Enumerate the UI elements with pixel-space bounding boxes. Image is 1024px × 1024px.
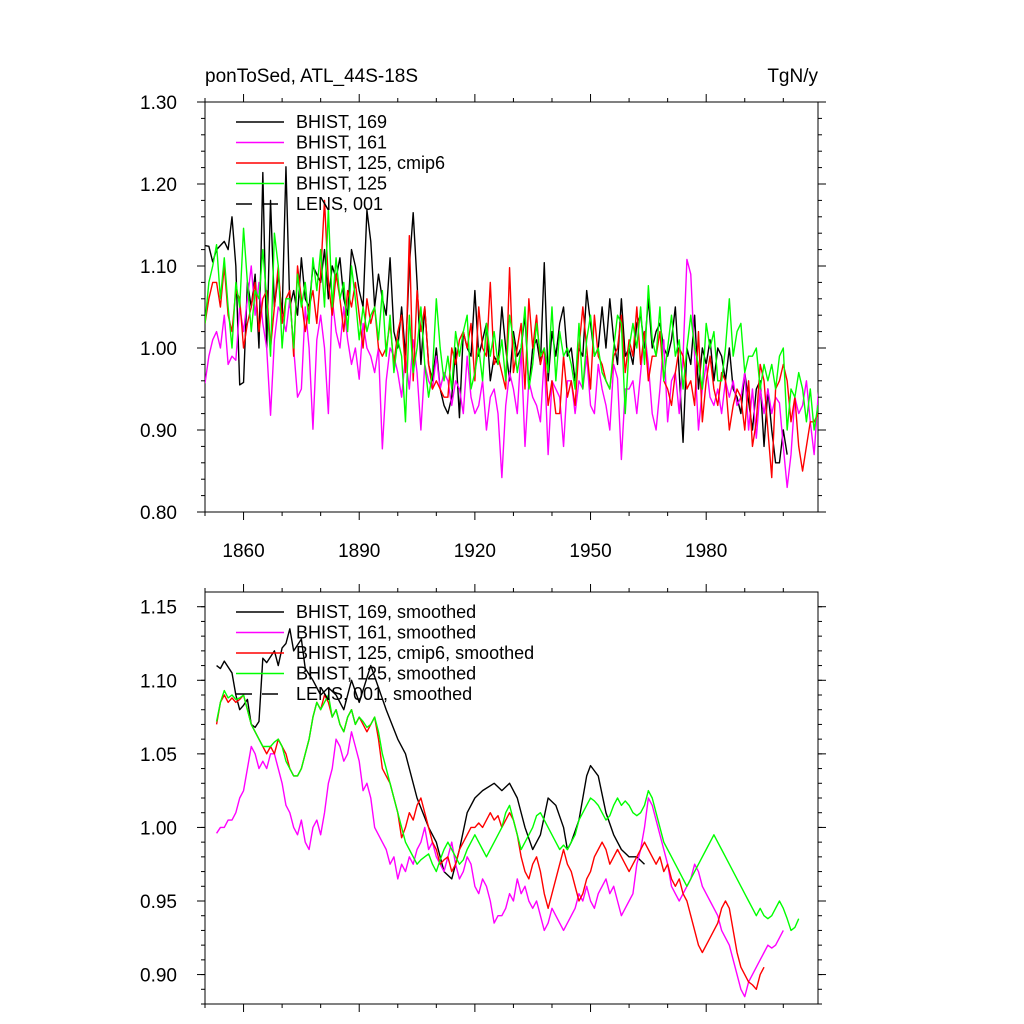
y-tick-label: 0.90 xyxy=(140,966,177,987)
units-label: TgN/y xyxy=(767,66,818,87)
y-tick-label: 0.95 xyxy=(140,892,177,913)
legend-label-2: BHIST, 125, cmip6, smoothed xyxy=(296,643,534,663)
legend-label-4: LENS, 001 xyxy=(296,194,383,214)
y-tick-label: 1.10 xyxy=(140,257,177,278)
legend-label-2: BHIST, 125, cmip6 xyxy=(296,153,445,173)
legend-label-1: BHIST, 161 xyxy=(296,133,387,153)
y-tick-label: 0.90 xyxy=(140,421,177,442)
x-tick-label: 1920 xyxy=(454,541,496,562)
x-tick-label: 1950 xyxy=(569,541,611,562)
legend-label-0: BHIST, 169 xyxy=(296,112,387,132)
y-tick-label: 1.00 xyxy=(140,339,177,360)
legend-label-3: BHIST, 125, smoothed xyxy=(296,664,476,684)
series-line-3 xyxy=(215,689,800,932)
top-axes: 0.80 0.90 1.00 1.10 1.20 1.30 1860 1890 1920 1950… xyxy=(140,93,826,562)
bottom-panel: 0.90 0.95 1.00 1.05 1.10 1.15 BHIST, 169, smo… xyxy=(140,584,826,1012)
plot-frame xyxy=(204,101,819,513)
top-panel: 0.80 0.90 1.00 1.10 1.20 1.30 1860 1890 1920 1950… xyxy=(140,93,826,562)
y-tick-label: 1.20 xyxy=(140,175,177,196)
bottom-plot-area xyxy=(215,628,800,998)
series-line-3 xyxy=(205,207,818,431)
legend-label-3: BHIST, 125 xyxy=(296,174,387,194)
chart-title: ponToSed, ATL_44S-18S xyxy=(205,66,418,87)
top-plot-area xyxy=(205,166,818,489)
x-tick-label: 1860 xyxy=(222,541,264,562)
y-tick-label: 1.05 xyxy=(140,745,177,766)
legend-label-4: LENS, 001, smoothed xyxy=(296,684,472,704)
y-tick-label: 1.30 xyxy=(140,93,177,114)
y-tick-label: 0.80 xyxy=(140,503,177,524)
y-tick-label: 1.15 xyxy=(140,598,177,619)
legend-label-1: BHIST, 161, smoothed xyxy=(296,623,476,643)
y-tick-label: 1.10 xyxy=(140,671,177,692)
bottom-axes: 0.90 0.95 1.00 1.05 1.10 1.15 xyxy=(140,584,826,1012)
y-tick-label: 1.00 xyxy=(140,818,177,839)
legend-label-0: BHIST, 169, smoothed xyxy=(296,602,476,622)
x-tick-label: 1890 xyxy=(338,541,380,562)
x-tick-label: 1980 xyxy=(685,541,727,562)
